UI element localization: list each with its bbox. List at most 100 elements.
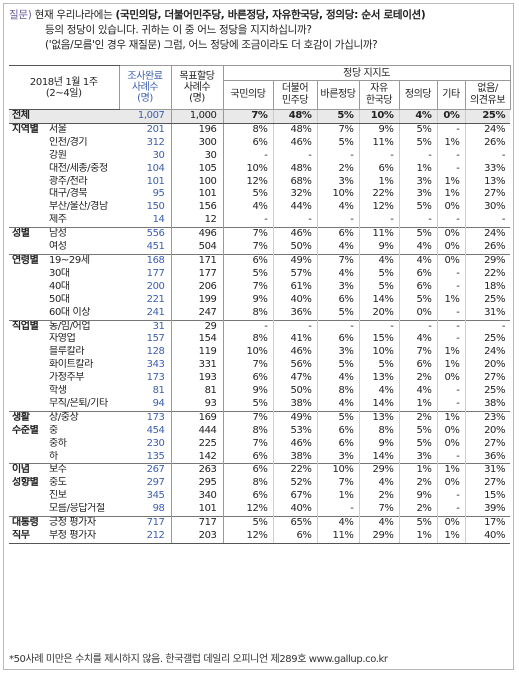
party-value: 0% (436, 516, 466, 530)
party-value: - (272, 149, 318, 163)
target-count: 206 (171, 280, 224, 294)
party-value: 2% (398, 477, 438, 491)
party-value: 33% (464, 162, 511, 176)
party-value: 7% (316, 477, 360, 491)
table-row: 여성 451 504 7% 50% 4% 9% 4% 0% 26% (9, 241, 511, 255)
party-value: 9% (398, 490, 438, 504)
row-subgroup: 40대 (49, 280, 70, 292)
party-value: 1% (358, 175, 400, 189)
party-value: 13% (358, 410, 400, 425)
party-value: 7% (222, 280, 274, 294)
party-value: 24% (464, 346, 511, 360)
party-value: 47% (272, 372, 318, 386)
row-subgroup: 자영업 (49, 333, 76, 345)
party-value: 36% (464, 450, 511, 464)
row-subgroup: 중 (49, 424, 58, 436)
completed-count: 98 (119, 503, 172, 517)
row-category (9, 188, 47, 201)
completed-count: 168 (119, 253, 172, 268)
party-value: 4% (358, 477, 400, 491)
row-subgroup: 부정 평가자 (47, 530, 120, 544)
party-value: 25% (464, 333, 511, 347)
party-value: - (436, 123, 466, 137)
party-value: 12% (358, 201, 400, 215)
party-value: 0% (436, 477, 466, 491)
row-category (9, 503, 47, 516)
party-value: - (436, 162, 466, 176)
row-category (9, 281, 47, 294)
party-value: - (358, 214, 400, 228)
party-value: 50% (272, 241, 318, 255)
party-value: 27% (464, 188, 511, 202)
party-value: 31% (464, 306, 511, 320)
party-value: 68% (272, 175, 318, 189)
completed-count: 173 (119, 372, 172, 386)
party-value: 40% (464, 530, 511, 544)
target-count: 496 (171, 227, 224, 242)
party-value: 7% (358, 503, 400, 517)
row-subgroup: 광주/전라 (49, 175, 88, 187)
party-value: - (358, 319, 400, 334)
party-value: 61% (272, 280, 318, 294)
row-subgroup: 학생 (49, 385, 67, 397)
party-value: 12% (222, 503, 274, 517)
party-value: 14% (358, 397, 400, 412)
header-date-text: 2018년 1월 1주 (29, 76, 98, 88)
target-count: 101 (171, 188, 224, 202)
completed-count: 14 (119, 214, 172, 228)
target-count: 93 (171, 397, 224, 412)
party-value: 4% (316, 241, 360, 255)
party-value: 6% (222, 490, 274, 504)
party-value: 52% (272, 477, 318, 491)
completed-count: 150 (119, 201, 172, 215)
party-value: - (436, 319, 466, 334)
party-value: 4% (316, 516, 360, 530)
party-value: 7% (222, 227, 274, 242)
target-count: 203 (171, 530, 224, 544)
party-value: 4% (398, 241, 438, 255)
party-value: 0% (436, 437, 466, 451)
table-row: 성향별 중도 297 295 8% 52% 7% 4% 2% 0% 27% (9, 477, 511, 491)
party-value: 8% (222, 123, 274, 137)
header-party-3: 자유 한국당 (358, 80, 400, 110)
completed-count: 267 (119, 463, 172, 478)
party-value: 4% (358, 253, 400, 268)
row-category: 직업별 (9, 319, 47, 334)
party-value: 5% (398, 136, 438, 150)
completed-count: 343 (119, 359, 172, 373)
row-category (9, 307, 47, 320)
party-value: 8% (316, 385, 360, 398)
completed-count: 454 (119, 424, 172, 438)
row-subgroup: 보수 (47, 463, 120, 478)
party-value: 10% (316, 463, 360, 478)
party-value: 10% (222, 162, 274, 176)
party-value: 24% (464, 123, 511, 137)
row-subgroup: 대전/세종/충청 (49, 162, 108, 174)
party-value: 0% (436, 424, 466, 438)
party-value: 22% (272, 463, 318, 478)
table-row: 모름/응답거절 98 101 12% 40% -7% 2% -39% (9, 503, 511, 517)
party-value: 9% (222, 385, 274, 398)
row-category (9, 268, 47, 281)
table-row: 성별 남성 556 496 7% 46% 6% 11% 5% 0% 24% (9, 227, 511, 242)
party-value: - (436, 214, 466, 228)
party-value: 46% (272, 437, 318, 451)
target-count: 247 (171, 306, 224, 320)
party-value: - (464, 214, 511, 228)
party-value: 6% (398, 359, 438, 373)
row-subgroup: 남성 (47, 227, 120, 242)
row-subgroup: 제주 (49, 214, 67, 226)
header-line: 없음/ (477, 83, 498, 94)
party-value: 6% (316, 437, 360, 451)
party-value: 65% (272, 516, 318, 530)
party-value: 5% (358, 280, 400, 294)
party-value: 1% (316, 490, 360, 504)
party-value: 3% (398, 175, 438, 189)
header-line: (명) (137, 93, 153, 104)
table-row: 진보 345 340 6% 67% 1% 2% 9% -15% (9, 490, 511, 504)
party-value: - (316, 319, 360, 334)
party-value: 1% (436, 293, 466, 307)
header-line: 자유 (370, 83, 388, 94)
party-value: 3% (398, 450, 438, 464)
party-value: 14% (358, 293, 400, 307)
